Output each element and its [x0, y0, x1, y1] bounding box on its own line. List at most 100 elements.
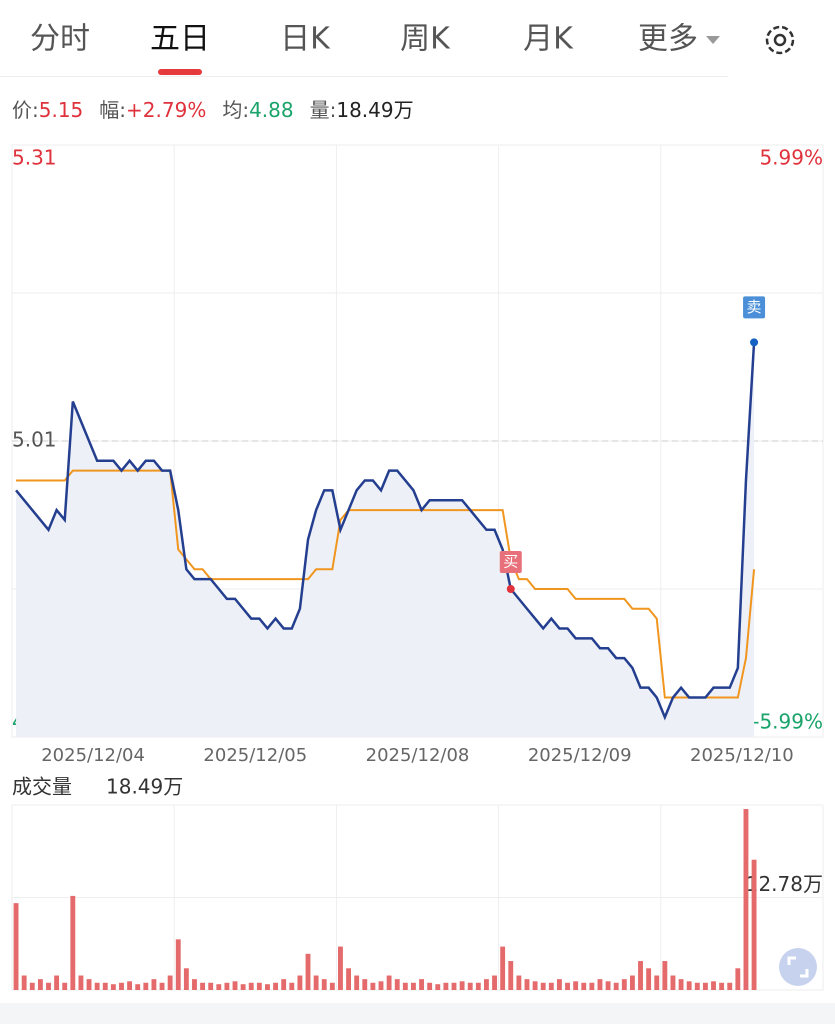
volume-bar: [29, 982, 35, 990]
tab[interactable]: 日K: [280, 22, 331, 57]
volume-bar: [402, 982, 408, 990]
volume-bar: [208, 982, 214, 990]
volume-bar: [313, 975, 319, 990]
volume-bar: [321, 979, 327, 990]
trade-dot: [750, 338, 759, 347]
volume-bar: [70, 895, 76, 990]
volume-bar: [248, 982, 254, 990]
info-row: 价:5.15 幅:+2.79% 均:4.88 量:18.49万: [12, 98, 414, 122]
info-value: +2.79%: [126, 98, 206, 122]
y-tick-label: 5.31: [12, 146, 57, 170]
volume-bar: [662, 961, 668, 990]
volume-bar: [151, 979, 157, 990]
volume-bar: [265, 984, 270, 990]
bottom-bar: [0, 1003, 835, 1024]
volume-bar: [467, 982, 473, 990]
y2-tick-label: -5.99%: [752, 710, 823, 734]
volume-bar: [86, 979, 92, 990]
volume-bar: [613, 982, 619, 990]
volume-bar: [297, 975, 303, 990]
trade-label: 卖: [747, 298, 762, 316]
volume-bar: [702, 982, 708, 990]
volume-bar: [646, 968, 652, 990]
volume-bar: [329, 982, 335, 990]
volume-bar: [581, 982, 587, 990]
expand-button[interactable]: [779, 948, 817, 986]
tab-divider: [0, 76, 728, 77]
volume-bar: [540, 982, 546, 990]
volume-bar: [338, 946, 343, 990]
info-label: 幅:: [99, 98, 126, 122]
info-label: 量:: [310, 98, 337, 122]
volume-bar: [621, 979, 627, 990]
volume-bar: [159, 982, 165, 990]
volume-bar: [629, 975, 635, 990]
volume-bar: [21, 975, 27, 990]
volume-bar: [370, 982, 376, 990]
tab[interactable]: 周K: [400, 22, 451, 57]
volume-bar: [719, 982, 725, 990]
tab[interactable]: 分时: [30, 22, 90, 57]
volume-bar: [735, 968, 741, 990]
info-label: 均:: [222, 98, 249, 122]
volume-bar: [54, 975, 60, 990]
volume-bar: [240, 984, 246, 990]
trade-badge: [499, 551, 522, 573]
gear: [765, 25, 795, 55]
volume-bar: [459, 981, 465, 990]
volume-bar: [475, 982, 481, 990]
volume-bar: [605, 981, 611, 990]
volume-bar: [273, 982, 279, 990]
volume-bar: [127, 981, 133, 990]
tab[interactable]: 五日: [150, 22, 210, 57]
volume-tick-label: 12.78万: [746, 872, 823, 896]
volume-bar: [94, 982, 100, 990]
volume-bar: [532, 981, 538, 990]
volume-bar: [573, 981, 579, 990]
volume-bar: [597, 979, 603, 990]
trade-badge: [743, 296, 766, 319]
info-value: 5.15: [39, 98, 84, 122]
trade-label: 买: [503, 553, 518, 571]
tab-indicator: [158, 69, 202, 75]
volume-bar: [427, 982, 433, 990]
volume-bar: [484, 979, 489, 990]
info-value: 4.88: [249, 98, 294, 122]
volume-bar: [670, 975, 676, 990]
y-tick-label: 5.01: [12, 428, 57, 452]
volume-bar: [686, 981, 692, 990]
volume-bar: [183, 968, 189, 990]
volume-bar: [378, 981, 384, 990]
volume-bar: [305, 953, 311, 990]
volume-bar: [500, 946, 506, 990]
tab[interactable]: 月K: [523, 22, 574, 57]
expand-bg: [779, 948, 817, 986]
volume-bar: [524, 979, 530, 990]
x-tick-label: 2025/12/04: [41, 745, 145, 766]
more-arrow: [706, 36, 720, 44]
volume-bar: [727, 982, 733, 990]
volume-bar: [37, 979, 43, 990]
volume-bar: [565, 982, 570, 990]
volume-bar: [362, 979, 368, 990]
volume-bar: [289, 982, 295, 990]
volume-bar: [654, 975, 660, 990]
volume-bar: [419, 979, 424, 990]
x-tick-label: 2025/12/05: [203, 745, 307, 766]
volume-bar: [443, 982, 449, 990]
volume-bar: [256, 982, 262, 990]
volume-bar: [354, 975, 360, 990]
expand-glyph: [787, 956, 809, 978]
volume-bar: [556, 979, 562, 990]
settings-icon[interactable]: [765, 25, 795, 55]
volume-bar: [46, 982, 51, 990]
volume-bar: [200, 982, 206, 990]
volume-bar: [167, 975, 173, 990]
volume-bar: [119, 982, 124, 990]
volume-bar: [13, 903, 19, 990]
volume-bar: [694, 982, 700, 990]
x-tick-label: 2025/12/09: [528, 745, 632, 766]
volume-bar: [224, 982, 230, 990]
tab[interactable]: 更多: [638, 22, 698, 57]
